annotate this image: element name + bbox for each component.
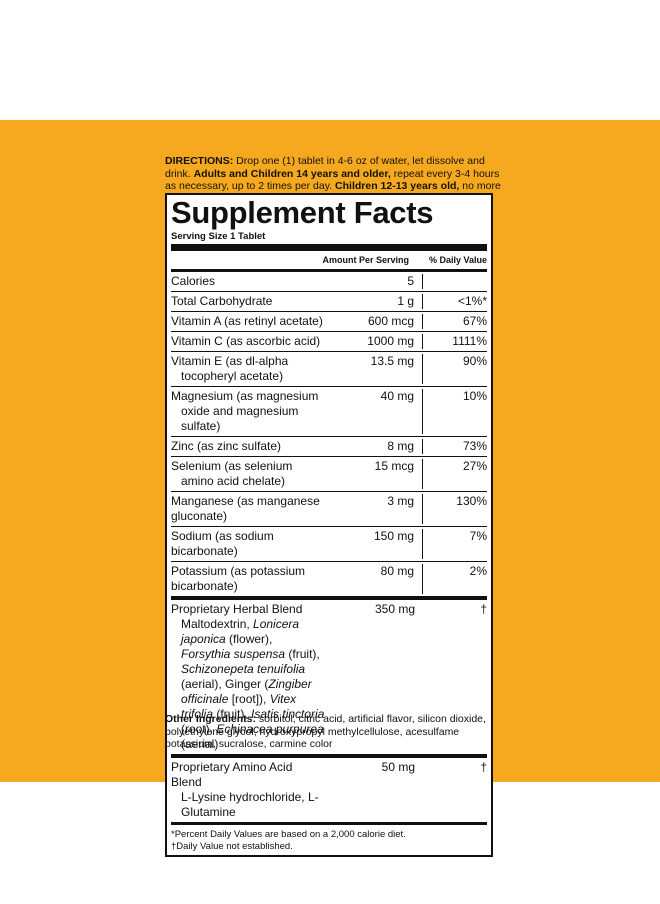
amino-blend-name: Proprietary Amino Acid Blend <box>171 760 293 789</box>
amount-header: Amount Per Serving <box>322 255 409 265</box>
nutrient-source: oxide and magnesium sulfate) <box>181 404 299 433</box>
nutrient-dv <box>423 274 487 289</box>
nutrient-name: Magnesium (as magnesium <box>171 389 319 403</box>
nutrient-source: tocopheryl acetate) <box>181 369 284 383</box>
footnote-dagger: †Daily Value not established. <box>171 840 293 852</box>
directions-label: DIRECTIONS: <box>165 155 234 167</box>
nutrient-dv: 1111% <box>452 334 487 348</box>
herbal-blend-amount: 350 mg <box>374 602 415 616</box>
directions-adults: Adults and Children 14 years and older, <box>193 167 391 180</box>
nutrient-row: Vitamin C (as ascorbic acid) 1000 mg 1111% <box>171 332 487 352</box>
nutrient-row: Vitamin A (as retinyl acetate) 600 mcg 67% <box>171 312 487 332</box>
herbal-blend-name: Proprietary Herbal Blend <box>171 602 303 616</box>
herbal-blend-dv: † <box>480 602 487 616</box>
nutrient-amount: 150 mg <box>326 529 423 559</box>
nutrient-row: Vitamin E (as dl-alpha tocopheryl acetate… <box>171 352 487 387</box>
nutrient-dv: 27% <box>462 459 487 473</box>
amino-blend-amount: 50 mg <box>381 760 415 774</box>
directions-children: Children 12-13 years old, <box>335 180 460 192</box>
nutrient-amount: 600 mcg <box>326 314 423 329</box>
nutrient-name: Selenium (as selenium <box>171 459 293 473</box>
other-ingredients-text: sorbitol, citric acid, artificial flavor… <box>165 713 486 750</box>
amino-blend-dv: † <box>480 760 487 774</box>
nutrient-amount: 15 mcg <box>326 459 423 489</box>
other-ingredients: Other Ingredients: sorbitol, citric acid… <box>165 713 495 751</box>
other-ingredients-label: Other Ingredients: <box>165 713 257 725</box>
nutrient-name: Total Carbohydrate <box>171 294 273 308</box>
facts-header-row: Amount Per Serving % Daily Value <box>171 251 487 272</box>
nutrient-amount: 1 g <box>326 294 423 309</box>
nutrient-name: Sodium (as sodium bicarbonate) <box>171 529 274 558</box>
herbal-blend-row: Proprietary Herbal Blend Maltodextrin, L… <box>171 600 487 758</box>
nutrient-dv: 67% <box>462 314 487 328</box>
nutrient-row: Zinc (as zinc sulfate) 8 mg 73% <box>171 437 487 457</box>
nutrient-amount: 80 mg <box>326 564 423 594</box>
nutrient-name: Vitamin C (as ascorbic acid) <box>171 334 321 348</box>
facts-title: Supplement Facts <box>171 195 434 230</box>
nutrient-dv: 10% <box>462 389 487 403</box>
footnote-dv: *Percent Daily Values are based on a 2,0… <box>171 829 406 840</box>
supplement-facts-panel: Supplement Facts Serving Size 1 Tablet A… <box>165 193 493 857</box>
nutrient-rows: Calories 5 Total Carbohydrate 1 g <1%* Vitami… <box>171 272 487 600</box>
nutrient-amount: 5 <box>326 274 423 289</box>
nutrient-dv: <1%* <box>457 294 487 308</box>
nutrient-source: amino acid chelate) <box>181 474 286 488</box>
amino-blend-ingredients: L-Lysine hydrochloride, L-Glutamine <box>181 790 319 819</box>
herbal-blend-ingredients: Maltodextrin, Lonicera japonica (flower)… <box>181 617 325 751</box>
amino-blend-row: Proprietary Amino Acid Blend L-Lysine hy… <box>171 758 487 825</box>
nutrient-amount: 1000 mg <box>326 334 423 349</box>
nutrient-dv: 130% <box>456 494 487 508</box>
nutrient-amount: 40 mg <box>326 389 423 434</box>
nutrient-row: Selenium (as selenium amino acid chelate)… <box>171 457 487 492</box>
nutrient-amount: 8 mg <box>326 439 423 454</box>
nutrient-row: Total Carbohydrate 1 g <1%* <box>171 292 487 312</box>
nutrient-row: Potassium (as potassium bicarbonate) 80 m… <box>171 562 487 600</box>
nutrient-row: Sodium (as sodium bicarbonate) 150 mg 7% <box>171 527 487 562</box>
dv-header: % Daily Value <box>428 255 487 265</box>
nutrient-name: Manganese (as manganese gluconate) <box>171 494 320 523</box>
nutrient-row: Calories 5 <box>171 272 487 292</box>
nutrient-dv: 7% <box>469 529 487 543</box>
directions-part: repeat every 3-4 hours as necessary, up … <box>165 167 500 193</box>
nutrient-dv: 73% <box>462 439 487 453</box>
footnotes: *Percent Daily Values are based on a 2,0… <box>171 825 487 852</box>
nutrient-amount: 13.5 mg <box>326 354 423 384</box>
nutrient-name: Vitamin A (as retinyl acetate) <box>171 314 323 328</box>
nutrient-name: Potassium (as potassium bicarbonate) <box>171 564 306 593</box>
nutrient-dv: 2% <box>469 564 487 578</box>
nutrient-amount: 3 mg <box>326 494 423 524</box>
nutrient-row: Magnesium (as magnesium oxide and magnesi… <box>171 387 487 437</box>
nutrient-row: Manganese (as manganese gluconate) 3 mg 13… <box>171 492 487 527</box>
serving-size: Serving Size 1 Tablet <box>171 230 487 251</box>
directions-part: Drop one (1) tablet in 4-6 oz of water, … <box>165 155 485 180</box>
nutrient-name: Zinc (as zinc sulfate) <box>171 439 282 453</box>
nutrient-name: Calories <box>171 274 216 288</box>
nutrient-dv: 90% <box>462 354 487 368</box>
nutrient-name: Vitamin E (as dl-alpha <box>171 354 289 368</box>
